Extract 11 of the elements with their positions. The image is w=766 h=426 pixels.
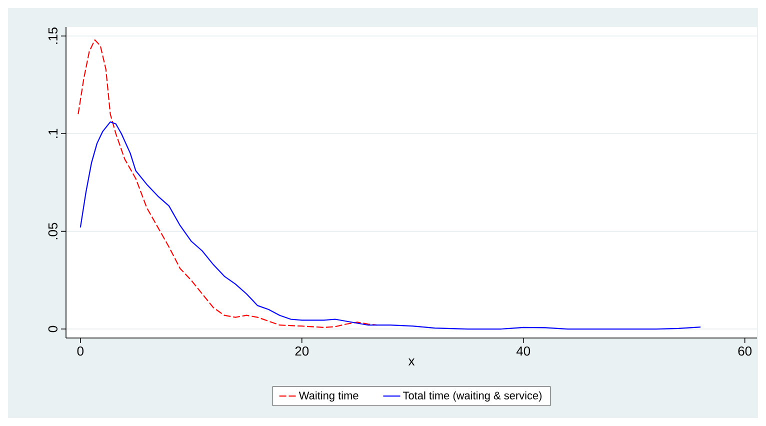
legend-label: Total time (waiting & service)	[403, 391, 542, 402]
y-tick-label: .15	[48, 28, 58, 44]
x-tick-label: 40	[516, 346, 530, 356]
legend-label: Waiting time	[298, 391, 358, 402]
y-tick-label: 0	[48, 326, 58, 332]
y-tick-label: .1	[48, 128, 58, 138]
x-tick-label: 60	[738, 346, 752, 356]
x-axis-title: x	[408, 358, 415, 366]
y-tick-label: .05	[48, 222, 58, 240]
x-tick-label: 20	[295, 346, 309, 356]
x-tick-label: 0	[77, 346, 84, 356]
